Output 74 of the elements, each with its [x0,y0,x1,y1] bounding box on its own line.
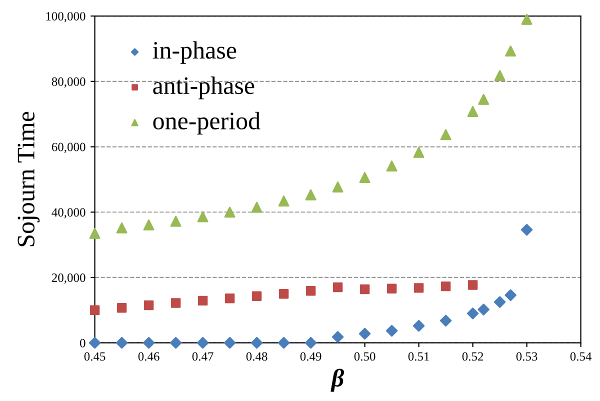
point [332,331,344,343]
point [116,303,127,313]
point [440,129,452,140]
point [360,284,370,294]
point [520,224,533,236]
point [358,328,371,340]
point [332,181,344,192]
point [412,320,425,332]
y-tick-label: 40,000 [52,208,86,218]
point [198,296,208,306]
point [224,294,235,304]
point [224,206,236,218]
point [251,202,262,213]
point [224,336,236,349]
x-tick-label: 0.52 [462,352,484,361]
point [504,289,516,302]
point [414,283,424,293]
point [89,228,100,239]
point [250,336,263,349]
legend-label: one-period [153,112,260,135]
point [278,336,290,349]
point [468,280,478,290]
point [386,160,398,172]
point [505,46,516,57]
x-tick-label: 0.49 [300,352,322,361]
point [278,288,289,299]
point [413,146,424,158]
x-tick-label: 0.45 [84,352,106,361]
point [467,106,478,117]
point [196,336,209,349]
point [521,14,532,25]
x-tick-label: 0.46 [138,352,160,361]
x-axis-title: β [330,368,344,392]
point [252,291,262,301]
point [142,336,155,349]
point [466,308,479,320]
point [170,216,182,227]
point [304,336,317,349]
point [143,219,154,230]
point [197,211,208,222]
y-tick-label: 60,000 [52,142,86,154]
point [116,336,128,349]
x-tick-label: 0.48 [246,352,268,361]
point [278,196,290,207]
point [440,281,451,292]
x-tick-label: 0.50 [354,352,376,361]
point [359,172,370,183]
legend-label: in-phase [152,41,236,64]
point [90,305,100,316]
y-axis-title: Sojourn Time [18,112,40,246]
point [440,314,452,327]
y-tick-label: 80,000 [52,77,86,88]
point [478,304,490,316]
x-tick-label: 0.47 [192,352,214,361]
y-tick-label: 20,000 [52,274,86,284]
point [478,94,490,105]
point [170,336,182,349]
y-tick-label: 100,000 [46,12,86,22]
point [116,222,128,234]
point [144,300,154,310]
point [88,336,101,349]
point [494,70,506,82]
x-tick-label: 0.51 [408,352,429,361]
point [305,189,316,200]
x-tick-label: 0.53 [516,352,538,361]
point [386,324,398,337]
point [332,282,343,292]
legend-label: anti-phase [153,76,254,100]
point [386,284,397,294]
point [494,296,506,308]
point [170,298,181,308]
x-tick-label: 0.54 [570,352,592,361]
y-tick-label: 0 [80,338,86,348]
point [306,286,316,296]
